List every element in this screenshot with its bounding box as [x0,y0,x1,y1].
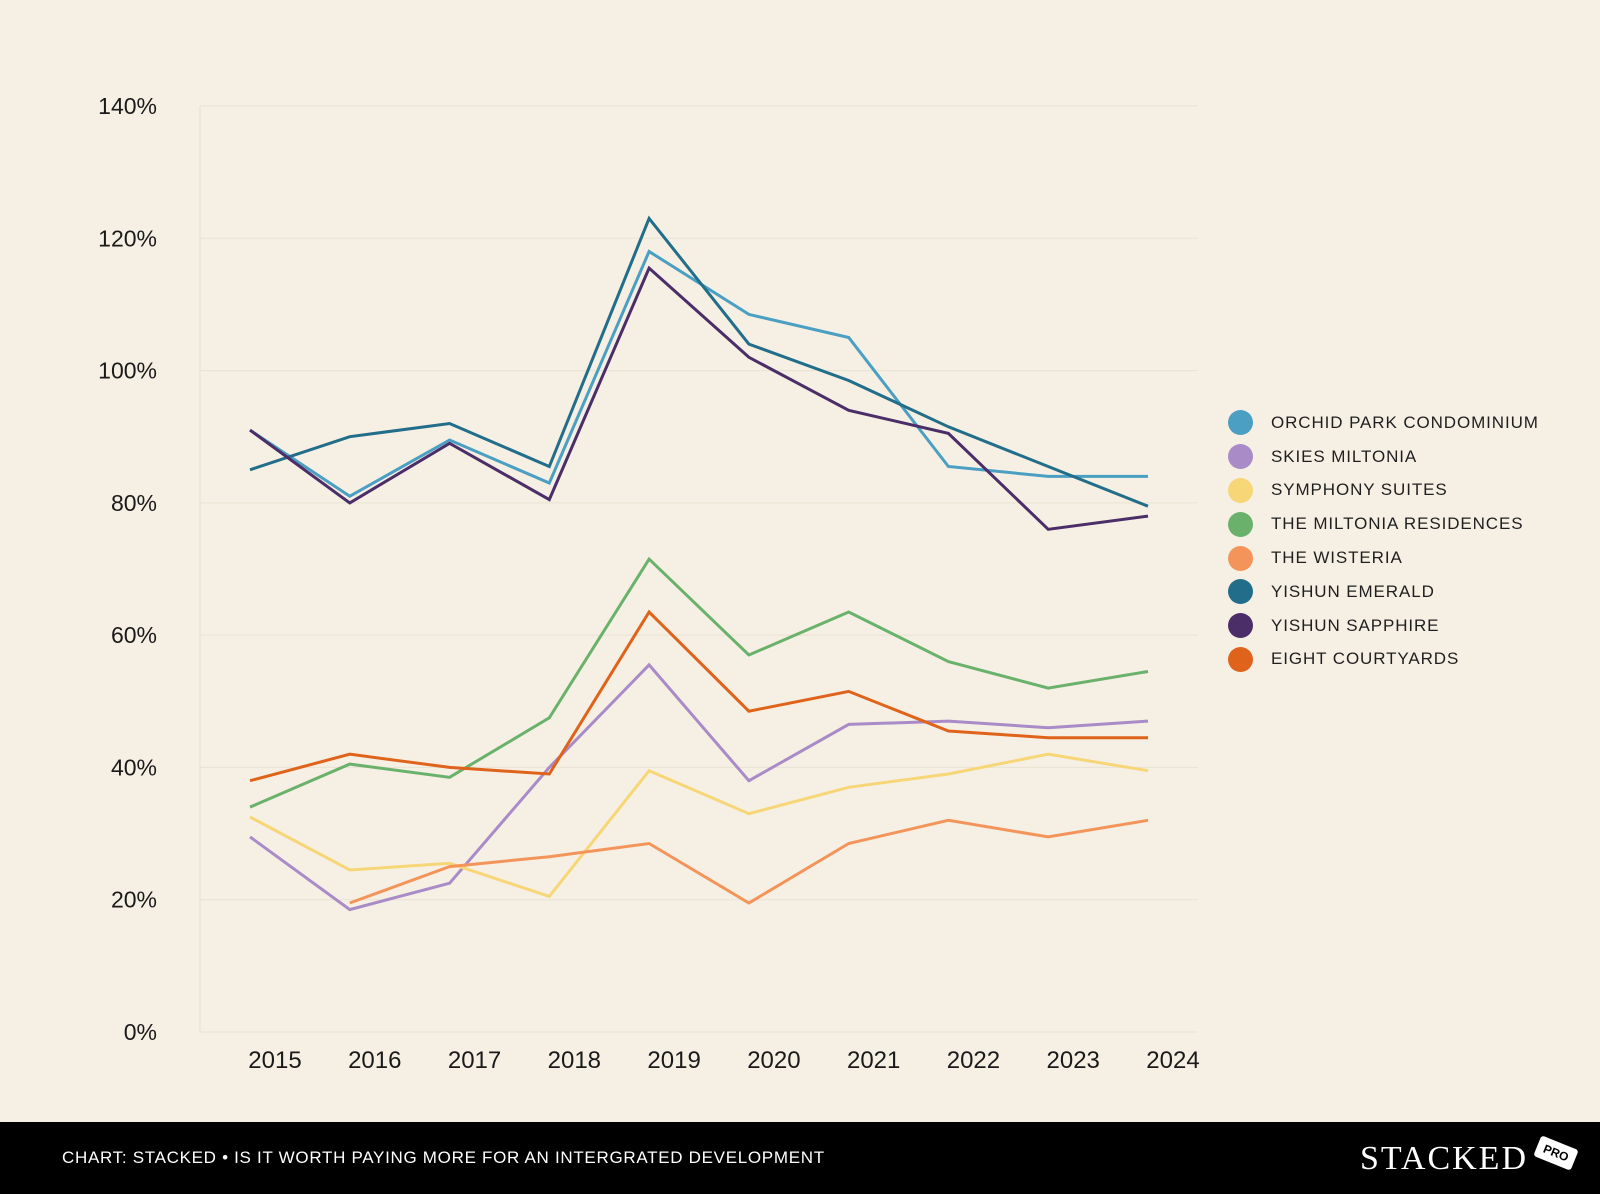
pro-badge: PRO [1533,1135,1579,1171]
series-line-symphony-suites [249,752,1149,899]
y-tick-label: 0% [124,1019,157,1045]
x-tick-label: 2015 [248,1047,301,1074]
chart-series-lines [249,215,1149,912]
legend-swatch [1228,613,1253,639]
series-line-yishun-emerald [249,215,1149,508]
legend-label: YISHUN EMERALD [1271,581,1435,601]
legend-label: ORCHID PARK CONDOMINIUM [1271,412,1539,432]
brand-logo: STACKED [1359,1140,1528,1177]
y-tick-label: 120% [98,225,157,251]
legend-item: THE MILTONIA RESIDENCES [1228,507,1539,541]
x-tick-label: 2022 [947,1047,1000,1074]
legend-item: YISHUN EMERALD [1228,575,1539,609]
legend-label: SYMPHONY SUITES [1271,480,1448,500]
y-tick-label: 20% [111,887,157,913]
chart-gridlines [199,105,1198,1033]
x-axis-ticks: 2015 2016 2017 2018 2019 2020 2021 2022 2023 2024 [248,1047,1199,1074]
legend-item: SYMPHONY SUITES [1228,474,1539,508]
legend-item: SKIES MILTONIA [1228,440,1539,474]
y-tick-label: 80% [111,490,157,516]
series-line-yishun-sapphire [249,265,1149,531]
x-tick-label: 2016 [348,1047,401,1074]
y-axis-ticks: 0% 20% 40% 60% 80% 100% 120% 140% [98,93,157,1045]
legend-label: EIGHT COURTYARDS [1271,649,1460,669]
y-tick-label: 140% [98,93,157,119]
y-tick-label: 100% [98,358,157,384]
x-tick-label: 2019 [647,1047,700,1074]
y-tick-label: 40% [111,754,157,780]
legend-swatch [1228,646,1253,672]
legend-swatch [1228,477,1253,503]
legend-label: YISHUN SAPPHIRE [1271,615,1440,635]
series-line-the-wisteria [349,818,1149,905]
legend-item: EIGHT COURTYARDS [1228,643,1539,677]
x-tick-label: 2021 [847,1047,900,1074]
footer-caption: CHART: STACKED • IS IT WORTH PAYING MORE… [62,1148,825,1167]
legend-swatch [1228,410,1253,436]
series-line-eight-courtyards [249,609,1148,783]
legend-swatch [1228,511,1253,537]
x-tick-label: 2020 [747,1047,800,1074]
series-line-skies-miltonia [249,662,1149,912]
legend-swatch [1228,579,1253,605]
legend-label: SKIES MILTONIA [1271,446,1418,466]
legend-item: THE WISTERIA [1228,541,1539,575]
x-tick-label: 2024 [1146,1047,1199,1074]
chart-legend: ORCHID PARK CONDOMINIUM SKIES MILTONIA SYM… [1228,406,1539,676]
x-tick-label: 2023 [1047,1047,1100,1074]
x-tick-label: 2018 [548,1047,601,1074]
series-line-the-miltonia-residences [249,556,1149,809]
line-chart: 0%20%40%60%80%100%120%140% 2015 2016 2017 2… [98,93,1200,1074]
x-tick-label: 2017 [448,1047,501,1074]
legend-label: THE WISTERIA [1271,548,1403,568]
legend-label: THE MILTONIA RESIDENCES [1271,514,1524,534]
legend-swatch [1228,545,1253,571]
legend-item: YISHUN SAPPHIRE [1228,609,1539,643]
series-line-orchid-park-condominium [249,249,1148,498]
legend-swatch [1228,444,1253,470]
footer-bar: CHART: STACKED • IS IT WORTH PAYING MORE… [0,1122,1600,1194]
legend-item: ORCHID PARK CONDOMINIUM [1228,406,1539,440]
y-tick-label: 60% [111,622,157,648]
